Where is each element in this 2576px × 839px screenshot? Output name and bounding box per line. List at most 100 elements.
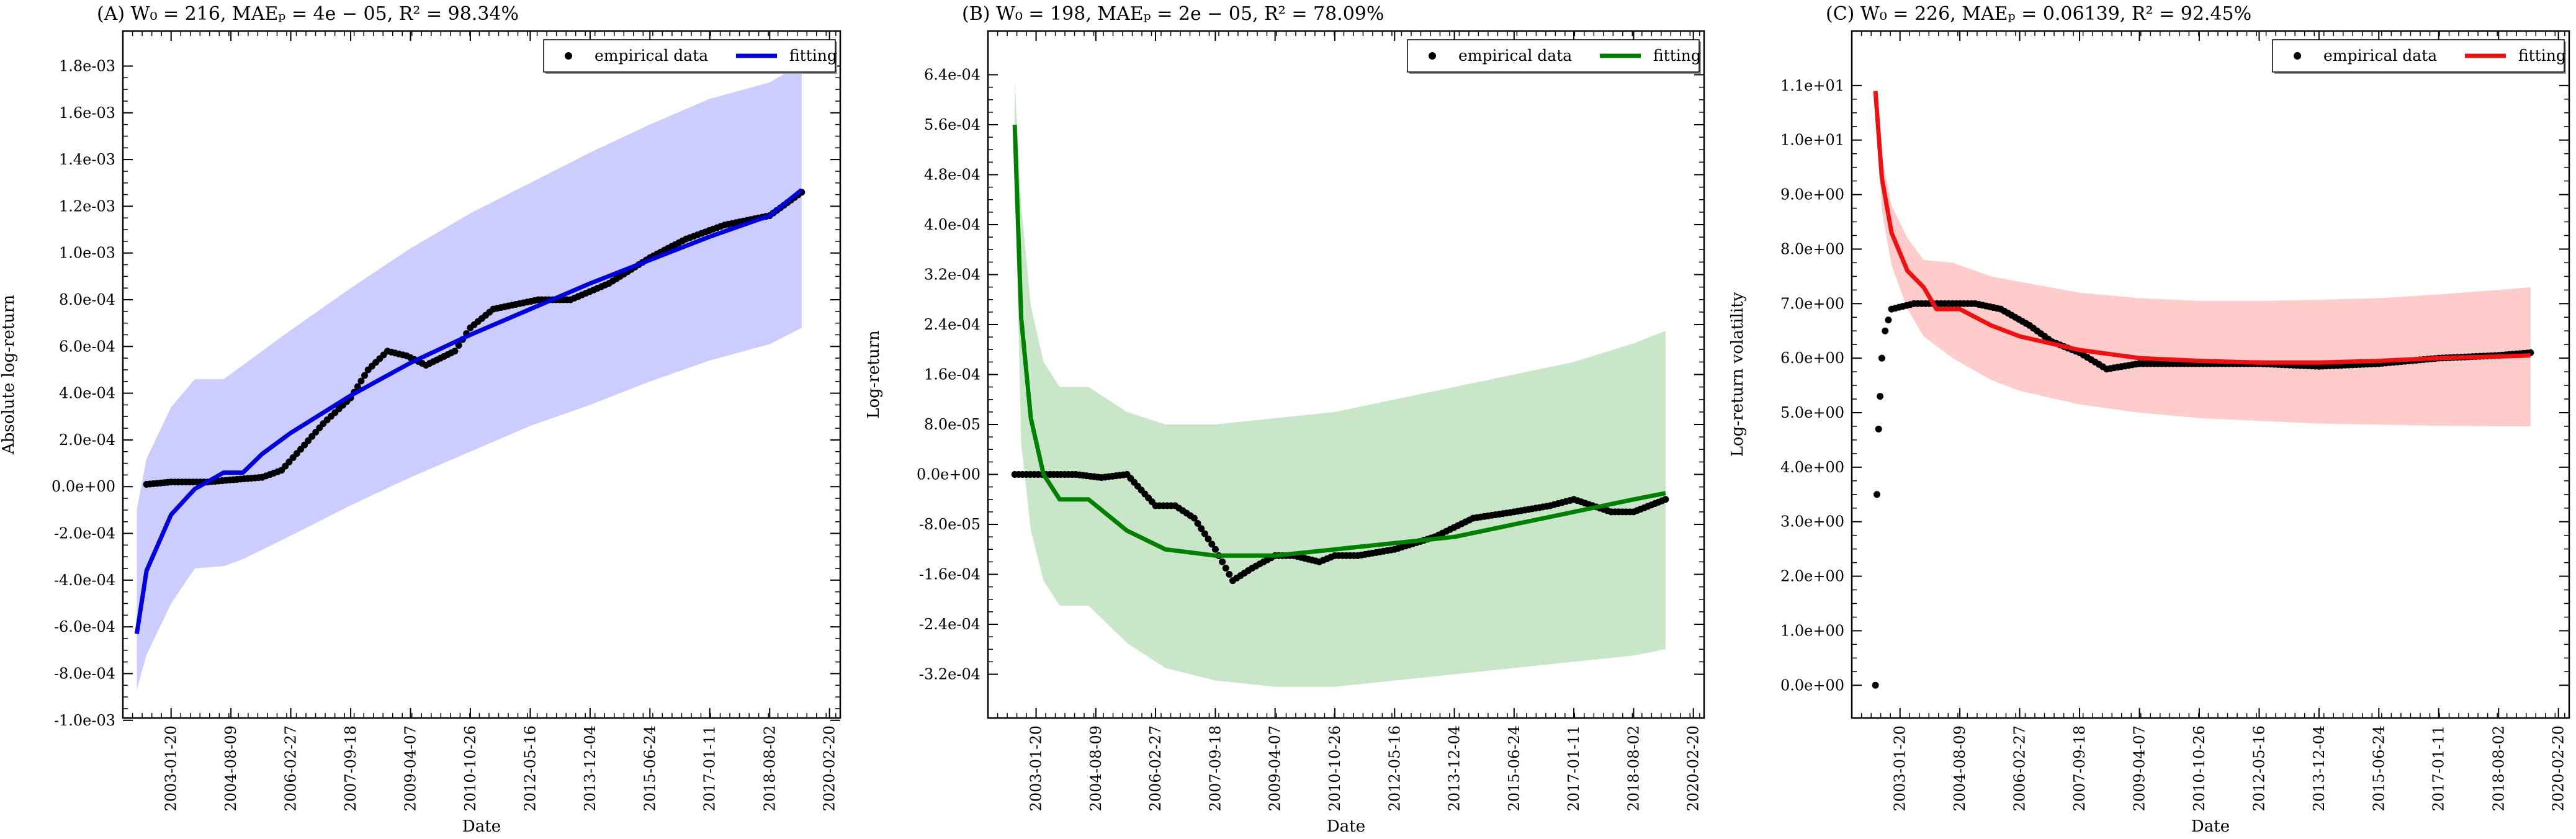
y-tick-label: -1.0e-03	[54, 712, 115, 729]
y-tick-label: 8.0e-04	[59, 291, 115, 308]
x-tick-label: 2003-01-20	[1028, 725, 1045, 811]
y-tick-label: -8.0e-05	[919, 516, 981, 533]
legend-box	[543, 39, 836, 73]
y-tick-label: 8.0e+00	[1780, 240, 1844, 258]
legend: empirical data fitting	[2272, 39, 2566, 74]
y-tick-label: 4.0e-04	[924, 216, 981, 233]
x-tick-label: 2009-04-07	[2130, 725, 2148, 811]
y-tick-label: 5.6e-04	[924, 116, 981, 133]
axes-frame	[122, 30, 841, 719]
chart-panel-a: -1.0e-03 -8.0e-04 -6.0e-04 -4.0e-04 -2.0e-04…	[0, 3, 841, 836]
confidence-band	[137, 63, 802, 690]
y-tick-label: 7.0e+00	[1780, 295, 1844, 312]
data-point	[357, 377, 365, 385]
x-axis-label: Date	[462, 817, 501, 836]
x-axis-label: Date	[2191, 817, 2230, 836]
data-point	[361, 372, 369, 379]
data-point	[1878, 354, 1885, 362]
x-tick-label: 2003-01-20	[1892, 725, 1909, 811]
x-tick-label: 2010-10-26	[2191, 725, 2208, 811]
axes-frame	[1851, 30, 2570, 719]
y-tick-label: 1.0e+00	[1780, 622, 1844, 639]
y-tick-label: -4.0e-04	[54, 572, 115, 589]
data-point	[455, 341, 462, 349]
y-tick-label: 5.0e+00	[1780, 404, 1844, 421]
x-tick-label: 2012-05-16	[1386, 725, 1403, 811]
x-tick-label: 2020-02-20	[2550, 725, 2567, 811]
data-point	[1873, 491, 1880, 498]
x-tick-label: 2013-12-04	[2310, 725, 2328, 811]
plot-area	[134, 63, 806, 690]
x-tick-label: 2010-10-26	[1326, 725, 1344, 811]
y-tick-label: -8.0e-04	[54, 665, 115, 682]
y-tick-label: 6.4e-04	[924, 66, 981, 83]
y-tick-label: 1.0e+01	[1780, 132, 1844, 149]
data-point	[1222, 564, 1229, 572]
y-tick-label: -2.0e-04	[54, 525, 115, 542]
y-tick-label: 4.0e+00	[1780, 459, 1844, 476]
fitting-line	[1873, 91, 2531, 365]
y-tick-label: -1.6e-04	[919, 566, 981, 583]
x-tick-label: 2003-01-20	[163, 725, 180, 811]
legend-label-fitting: fitting	[789, 47, 837, 65]
x-tick-label: 2017-01-11	[701, 725, 719, 811]
data-point	[1882, 327, 1889, 334]
plot-area	[1011, 81, 1669, 687]
y-tick-label: 1.0e-03	[59, 245, 115, 262]
x-tick-label: 2015-06-24	[2370, 725, 2387, 811]
data-point	[1662, 496, 1669, 503]
x-tick-label: 2007-09-18	[1206, 725, 1224, 811]
legend-box	[2272, 39, 2565, 73]
x-tick-label: 2006-02-27	[1147, 725, 1164, 811]
data-point	[1194, 519, 1201, 527]
y-axis-label: Absolute log-return	[0, 295, 18, 455]
data-point	[1219, 558, 1226, 565]
data-point	[1201, 530, 1208, 537]
x-tick-label: 2013-12-04	[1446, 725, 1463, 811]
x-tick-label: 2007-09-18	[2071, 725, 2088, 811]
y-tick-label: 0.0e+00	[52, 478, 115, 495]
data-point	[1877, 393, 1884, 400]
data-point	[1190, 514, 1198, 522]
data-point	[1872, 681, 1879, 689]
y-tick-label: -3.2e-04	[919, 666, 981, 683]
x-tick-label: 2013-12-04	[581, 725, 599, 811]
x-tick-label: 2015-06-24	[1506, 725, 1523, 811]
x-tick-label: 2004-08-09	[1087, 725, 1105, 811]
legend-marker-empirical	[2294, 52, 2301, 60]
y-axis-label: Log-return volatility	[1728, 292, 1747, 457]
legend: empirical data fitting	[543, 39, 837, 74]
x-tick-label: 2004-08-09	[1951, 725, 1968, 811]
y-tick-label: 2.0e+00	[1780, 568, 1844, 585]
y-tick-label: 8.0e-05	[924, 416, 981, 433]
x-tick-label: 2009-04-07	[402, 725, 419, 811]
y-tick-label: 0.0e+00	[917, 466, 981, 483]
x-tick-label: 2012-05-16	[521, 725, 539, 811]
legend-box	[1407, 39, 1700, 73]
chart-panel-b: -3.2e-04 -2.4e-04 -1.6e-04 -8.0e-05 0.0e+00 8…	[864, 3, 1705, 836]
legend-label-empirical: empirical data	[1458, 47, 1572, 65]
y-tick-label: 4.8e-04	[924, 166, 981, 183]
legend-label-fitting: fitting	[2518, 47, 2566, 65]
chart-title: (C) W₀ = 226, MAEₚ = 0.06139, R² = 92.45…	[1826, 3, 2251, 25]
chart-panel-c: 0.0e+00 1.0e+00 2.0e+00 3.0e+00 4.0e+00 5.0e+…	[1728, 3, 2570, 836]
y-tick-label: 1.1e+01	[1780, 77, 1844, 94]
y-tick-label: 1.6e-03	[59, 104, 115, 122]
data-point	[1205, 536, 1212, 543]
data-point	[1198, 525, 1205, 532]
y-tick-label: 6.0e-04	[59, 338, 115, 355]
x-tick-label: 2004-08-09	[222, 725, 240, 811]
legend-label-empirical: empirical data	[595, 47, 708, 65]
y-tick-label: 1.6e-04	[924, 366, 981, 384]
data-point	[1875, 425, 1882, 433]
fitting-line	[134, 188, 803, 634]
y-tick-label: 3.0e+00	[1780, 513, 1844, 531]
x-tick-label: 2018-08-02	[1625, 725, 1642, 811]
x-axis-label: Date	[1327, 817, 1365, 836]
legend-label-empirical: empirical data	[2323, 47, 2437, 65]
y-tick-label: 6.0e+00	[1780, 349, 1844, 367]
y-axis-label: Log-return	[864, 330, 883, 419]
legend-marker-empirical	[1429, 52, 1436, 60]
y-tick-label: 2.4e-04	[924, 316, 981, 333]
x-tick-label: 2006-02-27	[2011, 725, 2029, 811]
